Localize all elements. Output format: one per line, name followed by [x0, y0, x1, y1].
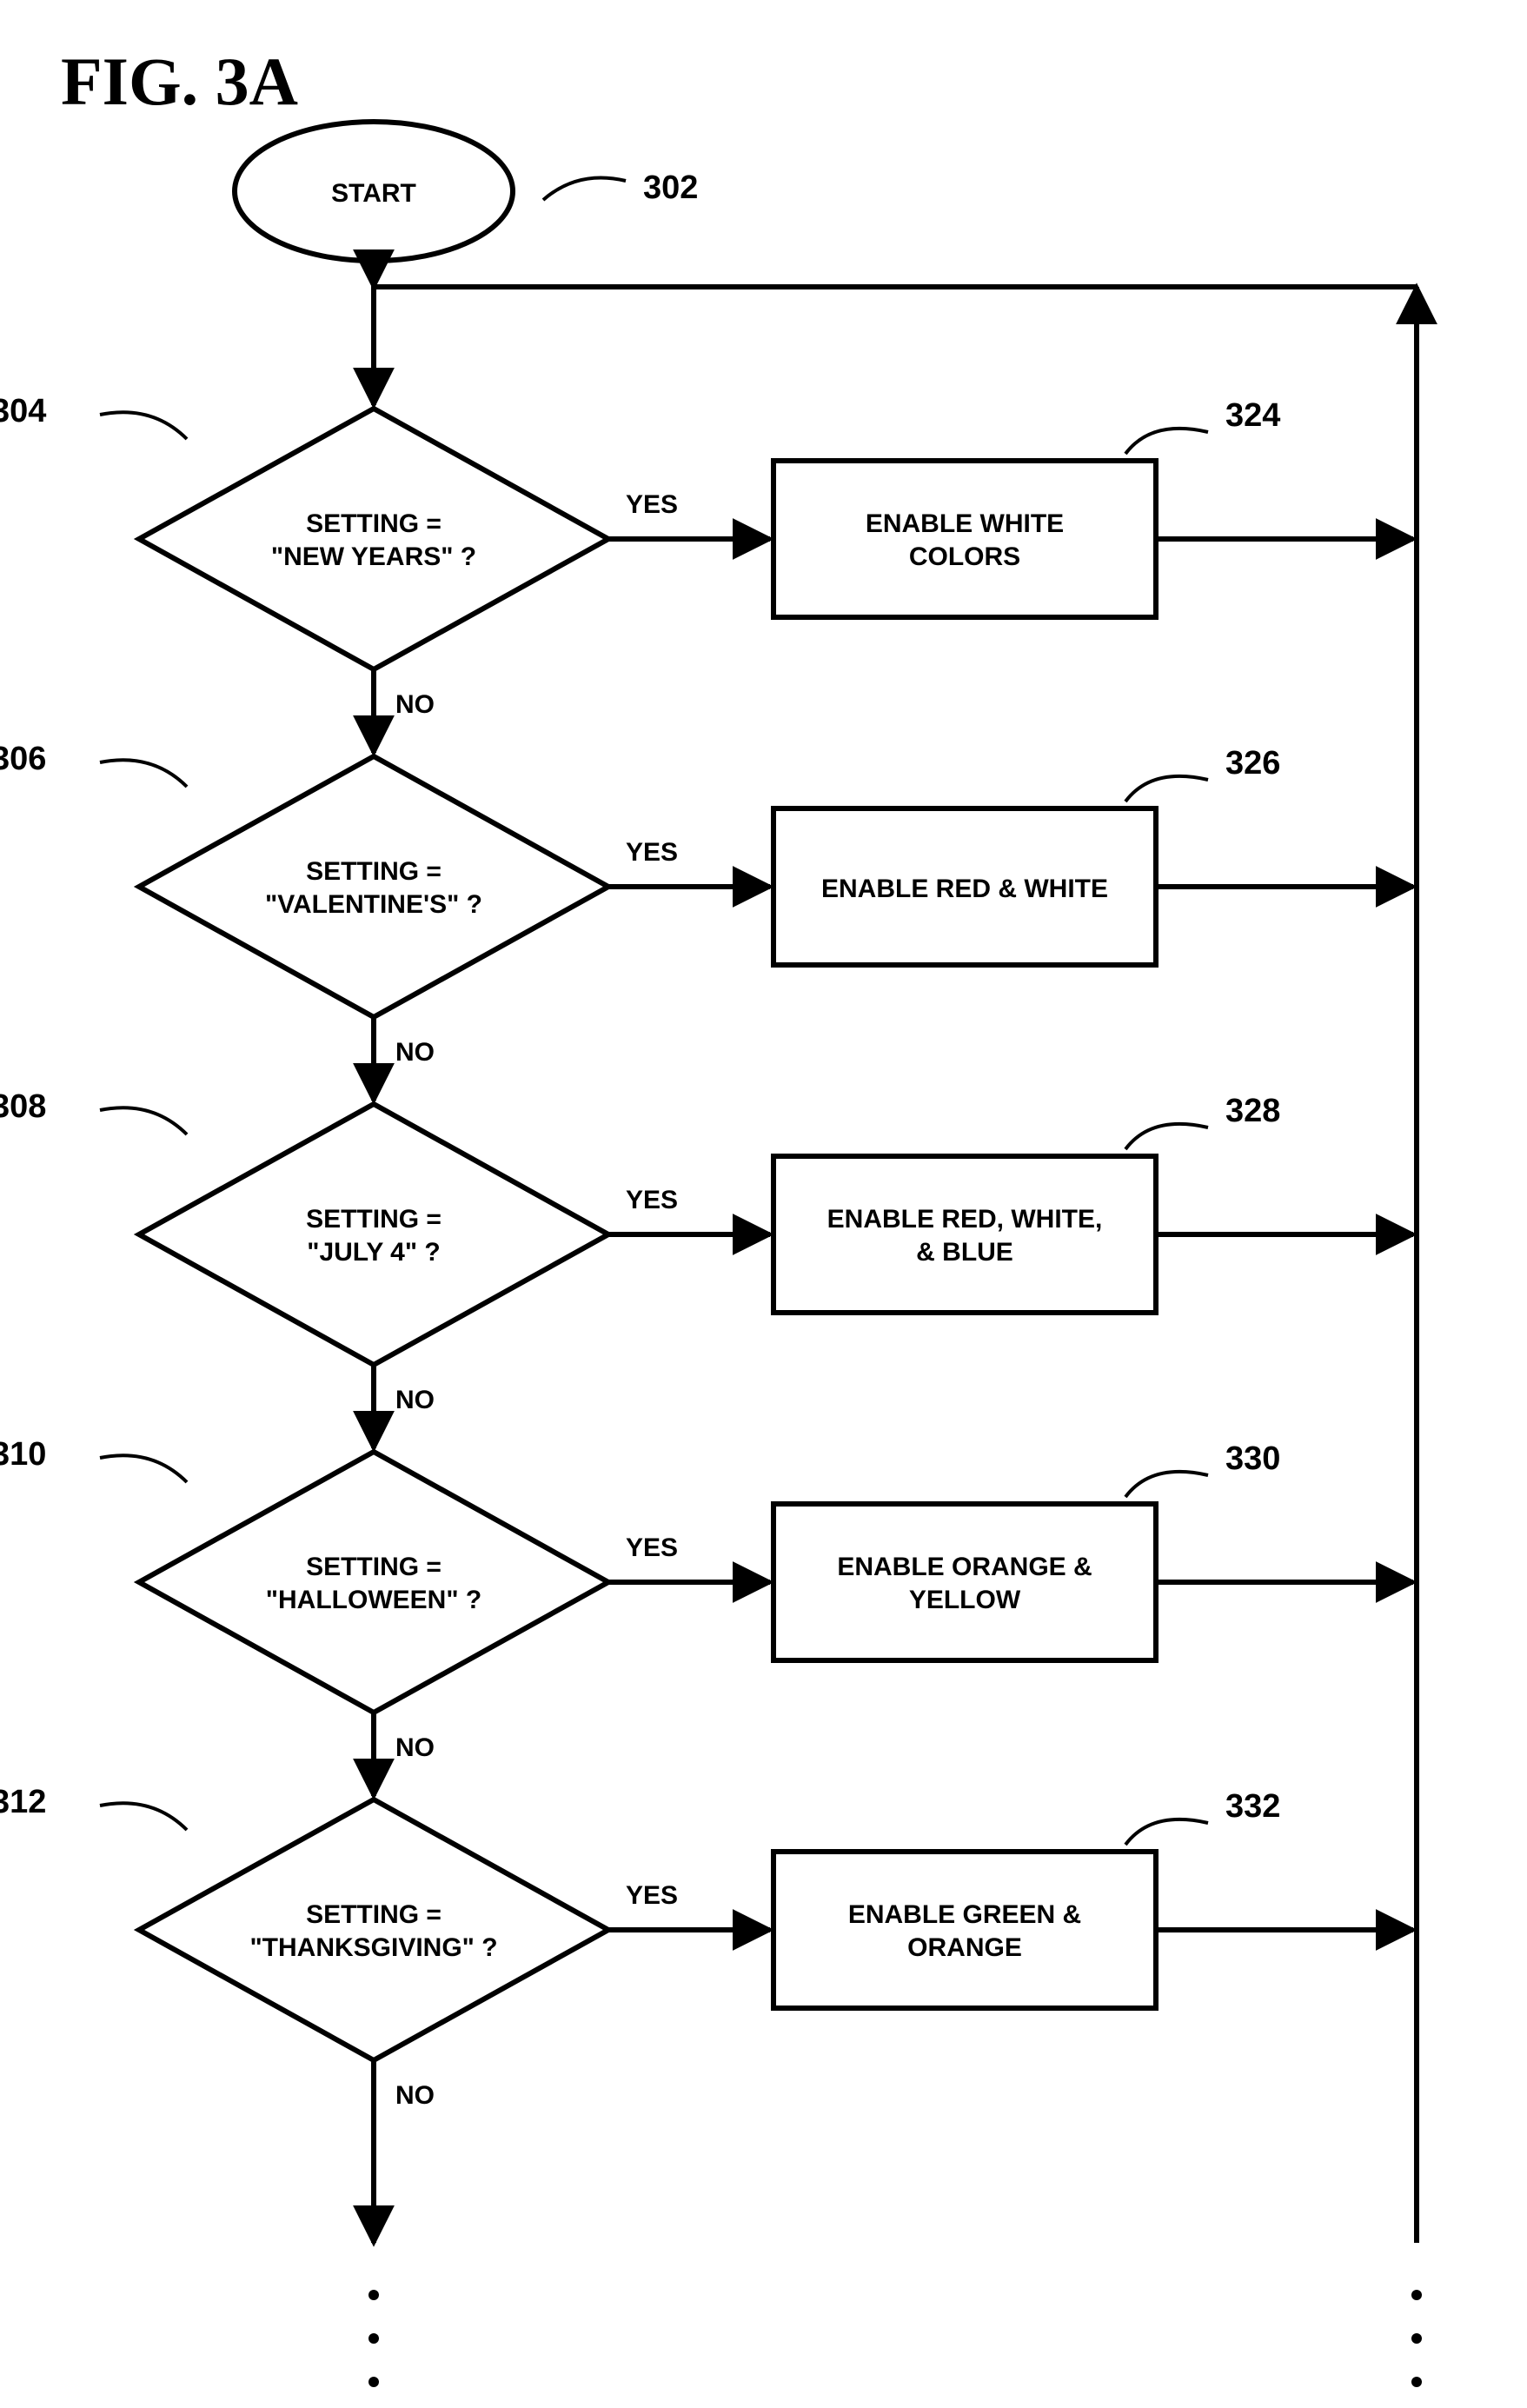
decision-node — [139, 1104, 608, 1365]
process-node — [773, 1504, 1156, 1660]
flow-row: SETTING = "VALENTINE'S" ? 306 YES ENABLE RED… — [0, 741, 1413, 1101]
process-line1: ENABLE GREEN & — [848, 1900, 1081, 1929]
label-no: NO — [395, 1733, 435, 1762]
label-yes: YES — [626, 1533, 678, 1562]
ref-process: 326 — [1225, 745, 1280, 782]
decision-node — [139, 756, 608, 1017]
ref-decision: 304 — [0, 393, 46, 429]
caret-process — [1125, 1472, 1208, 1497]
process-line2: YELLOW — [909, 1586, 1021, 1614]
label-yes: YES — [626, 1186, 678, 1214]
process-line2: ORANGE — [907, 1933, 1022, 1962]
ref-process: 330 — [1225, 1440, 1280, 1477]
continuation-dots-right — [1411, 2290, 1422, 2387]
ref-decision: 308 — [0, 1088, 46, 1125]
flow-row: SETTING = "THANKSGIVING" ? 312 YES ENABLE GR… — [0, 1784, 1413, 2243]
caret-process — [1125, 1124, 1208, 1149]
continuation-dots-left — [368, 2290, 379, 2387]
process-line2: & BLUE — [916, 1238, 1013, 1267]
process-line1: ENABLE RED, WHITE, — [827, 1205, 1103, 1234]
decision-node — [139, 1799, 608, 2060]
caret-decision — [100, 412, 187, 439]
flowchart-canvas: FIG. 3A START 302 SETTING = "NEW YEARS" ?… — [0, 0, 1527, 2408]
figure-title: FIG. 3A — [61, 43, 298, 119]
ref-decision: 312 — [0, 1784, 46, 1820]
label-yes: YES — [626, 490, 678, 519]
caret-process — [1125, 1819, 1208, 1845]
decision-line2: "JULY 4" ? — [307, 1238, 441, 1267]
flow-row: SETTING = "JULY 4" ? 308 YES ENABLE RED, WHI… — [0, 1088, 1413, 1448]
flow-row: SETTING = "NEW YEARS" ? 304 YES ENABLE WHITE… — [0, 393, 1413, 753]
decision-line2: "THANKSGIVING" ? — [249, 1933, 497, 1962]
label-no: NO — [395, 690, 435, 719]
ref-process: 324 — [1225, 397, 1280, 434]
decision-line1: SETTING = — [306, 1205, 442, 1234]
process-node — [773, 1156, 1156, 1313]
process-node — [773, 461, 1156, 617]
label-no: NO — [395, 2081, 435, 2110]
ref-process: 328 — [1225, 1093, 1280, 1129]
caret-decision — [100, 1803, 187, 1830]
caret-decision — [100, 1455, 187, 1482]
decision-line2: "NEW YEARS" ? — [271, 542, 476, 571]
caret-decision — [100, 1108, 187, 1134]
caret-process — [1125, 776, 1208, 802]
decision-node — [139, 409, 608, 669]
caret-process — [1125, 429, 1208, 454]
process-line1: ENABLE WHITE — [866, 509, 1064, 538]
decision-line1: SETTING = — [306, 509, 442, 538]
ref-process: 332 — [1225, 1788, 1280, 1825]
ref-decision: 306 — [0, 741, 46, 777]
decision-line1: SETTING = — [306, 857, 442, 886]
label-no: NO — [395, 1038, 435, 1067]
ref-decision: 310 — [0, 1436, 46, 1473]
caret-302 — [543, 177, 626, 200]
process-line1: ENABLE ORANGE & — [837, 1553, 1092, 1581]
label-yes: YES — [626, 1881, 678, 1910]
decision-line2: "VALENTINE'S" ? — [265, 890, 482, 919]
start-label: START — [331, 179, 416, 208]
decision-line1: SETTING = — [306, 1553, 442, 1581]
process-node — [773, 1852, 1156, 2008]
decision-node — [139, 1452, 608, 1713]
label-yes: YES — [626, 838, 678, 867]
decision-line2: "HALLOWEEN" ? — [266, 1586, 481, 1614]
ref-302: 302 — [643, 170, 698, 206]
caret-decision — [100, 760, 187, 787]
process-line1: ENABLE RED & WHITE — [821, 875, 1108, 903]
process-line2: COLORS — [909, 542, 1020, 571]
label-no: NO — [395, 1386, 435, 1414]
decision-line1: SETTING = — [306, 1900, 442, 1929]
flow-row: SETTING = "HALLOWEEN" ? 310 YES ENABLE ORANG… — [0, 1436, 1413, 1796]
